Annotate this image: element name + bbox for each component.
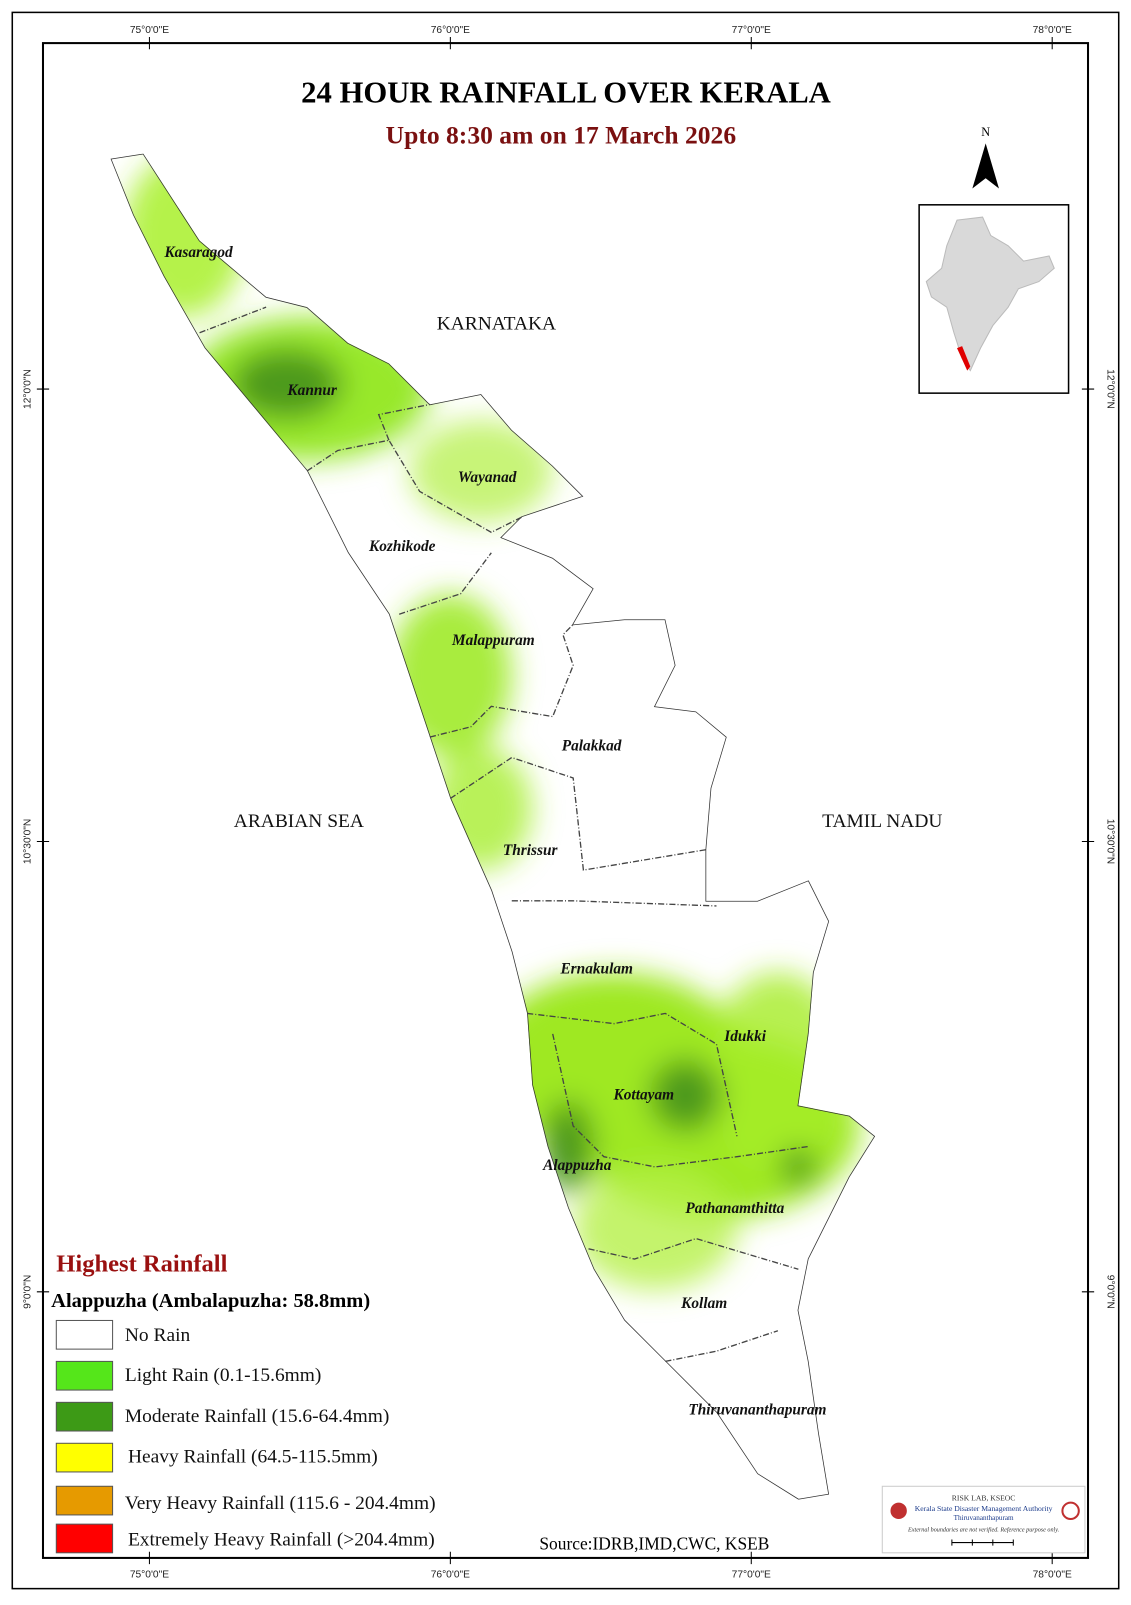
region-label: KARNATAKA: [437, 314, 556, 335]
legend: Highest Rainfall Alappuzha (Ambalapuzha:…: [51, 1250, 436, 1554]
legend-swatch: [55, 1485, 114, 1516]
legend-label: Light Rain (0.1-15.6mm): [125, 1365, 322, 1386]
legend-swatch: [55, 1319, 114, 1350]
lon-label: 77°0'0"E: [732, 1569, 771, 1580]
lon-label: 75°0'0"E: [130, 1569, 169, 1580]
legend-label: Very Heavy Rainfall (115.6 - 204.4mm): [125, 1493, 436, 1514]
legend-label: Moderate Rainfall (15.6-64.4mm): [125, 1406, 390, 1427]
logo-block: RISK LAB, KSEOC Kerala State Disaster Ma…: [881, 1485, 1086, 1554]
rainfall-surface: [110, 153, 876, 1500]
inset-map: [918, 204, 1070, 394]
source: Source:IDRB,IMD,CWC, KSEB: [539, 1534, 769, 1554]
north-label: N: [981, 125, 990, 139]
lon-label: 78°0'0"E: [1033, 25, 1072, 36]
lat-label: 10°30'0"N: [1104, 819, 1115, 864]
lat-label: 12°0'0"N: [23, 369, 34, 409]
district-label: Kollam: [680, 1295, 727, 1312]
title: 24 HOUR RAINFALL OVER KERALA: [301, 75, 831, 109]
lon-label: 75°0'0"E: [130, 25, 169, 36]
lat-label: 10°30'0"N: [23, 819, 34, 864]
logo-note: External boundaries are not verified. Re…: [907, 1526, 1059, 1533]
district-label: Alappuzha: [542, 1157, 612, 1174]
district-label: Idukki: [723, 1028, 767, 1045]
logo-text: Thiruvananthapuram: [954, 1514, 1014, 1522]
graticule-ticks: [36, 36, 1095, 1565]
lat-label: 9°0'0"N: [23, 1275, 34, 1309]
district-label: Pathanamthitta: [685, 1200, 784, 1217]
map-frame: [41, 42, 1090, 1559]
district-label: Kannur: [286, 382, 338, 399]
outer-frame: [11, 11, 1120, 1590]
subtitle: Upto 8:30 am on 17 March 2026: [386, 120, 737, 149]
logo-text: Kerala State Disaster Management Authori…: [915, 1504, 1053, 1513]
lon-label: 76°0'0"E: [431, 1569, 470, 1580]
legend-label: Heavy Rainfall (64.5-115.5mm): [128, 1447, 378, 1468]
north-arrow: [972, 143, 999, 189]
district-boundaries: [199, 306, 809, 1363]
highest-text: Alappuzha (Ambalapuzha: 58.8mm): [51, 1290, 370, 1312]
legend-label: No Rain: [125, 1325, 191, 1346]
legend-swatch: [55, 1442, 114, 1473]
logo-icon: [1061, 1501, 1080, 1521]
district-label: Thiruvananthapuram: [688, 1402, 826, 1419]
district-labels: Kasaragod Kannur Wayanad Kozhikode Malap…: [163, 244, 826, 1419]
district-label: Kottayam: [613, 1086, 675, 1103]
graticule: 75°0'0"E 76°0'0"E 77°0'0"E 78°0'0"E 75°0…: [23, 25, 1116, 1581]
lat-label: 12°0'0"N: [1104, 369, 1115, 409]
district-label: Thrissur: [503, 842, 559, 859]
lat-label: 9°0'0"N: [1104, 1275, 1115, 1309]
legend-swatch: [55, 1523, 114, 1554]
logo-text: RISK LAB, KSEOC: [952, 1494, 1016, 1503]
district-label: Palakkad: [562, 737, 622, 754]
district-label: Kozhikode: [368, 538, 436, 555]
district-label: Ernakulam: [559, 960, 633, 977]
scale-bar: [951, 1539, 1014, 1546]
lon-label: 77°0'0"E: [732, 25, 771, 36]
legend-label: Extremely Heavy Rainfall (>204.4mm): [128, 1530, 435, 1551]
logo-icon: [890, 1502, 907, 1520]
region-label: ARABIAN SEA: [234, 811, 364, 832]
highest-heading: Highest Rainfall: [56, 1250, 227, 1277]
district-label: Kasaragod: [163, 244, 233, 261]
district-label: Malappuram: [451, 632, 535, 649]
district-label: Wayanad: [458, 469, 517, 486]
legend-swatch: [55, 1401, 114, 1432]
legend-swatch: [55, 1360, 114, 1391]
lon-label: 78°0'0"E: [1033, 1569, 1072, 1580]
region-label: TAMIL NADU: [822, 811, 942, 832]
lon-label: 76°0'0"E: [431, 25, 470, 36]
